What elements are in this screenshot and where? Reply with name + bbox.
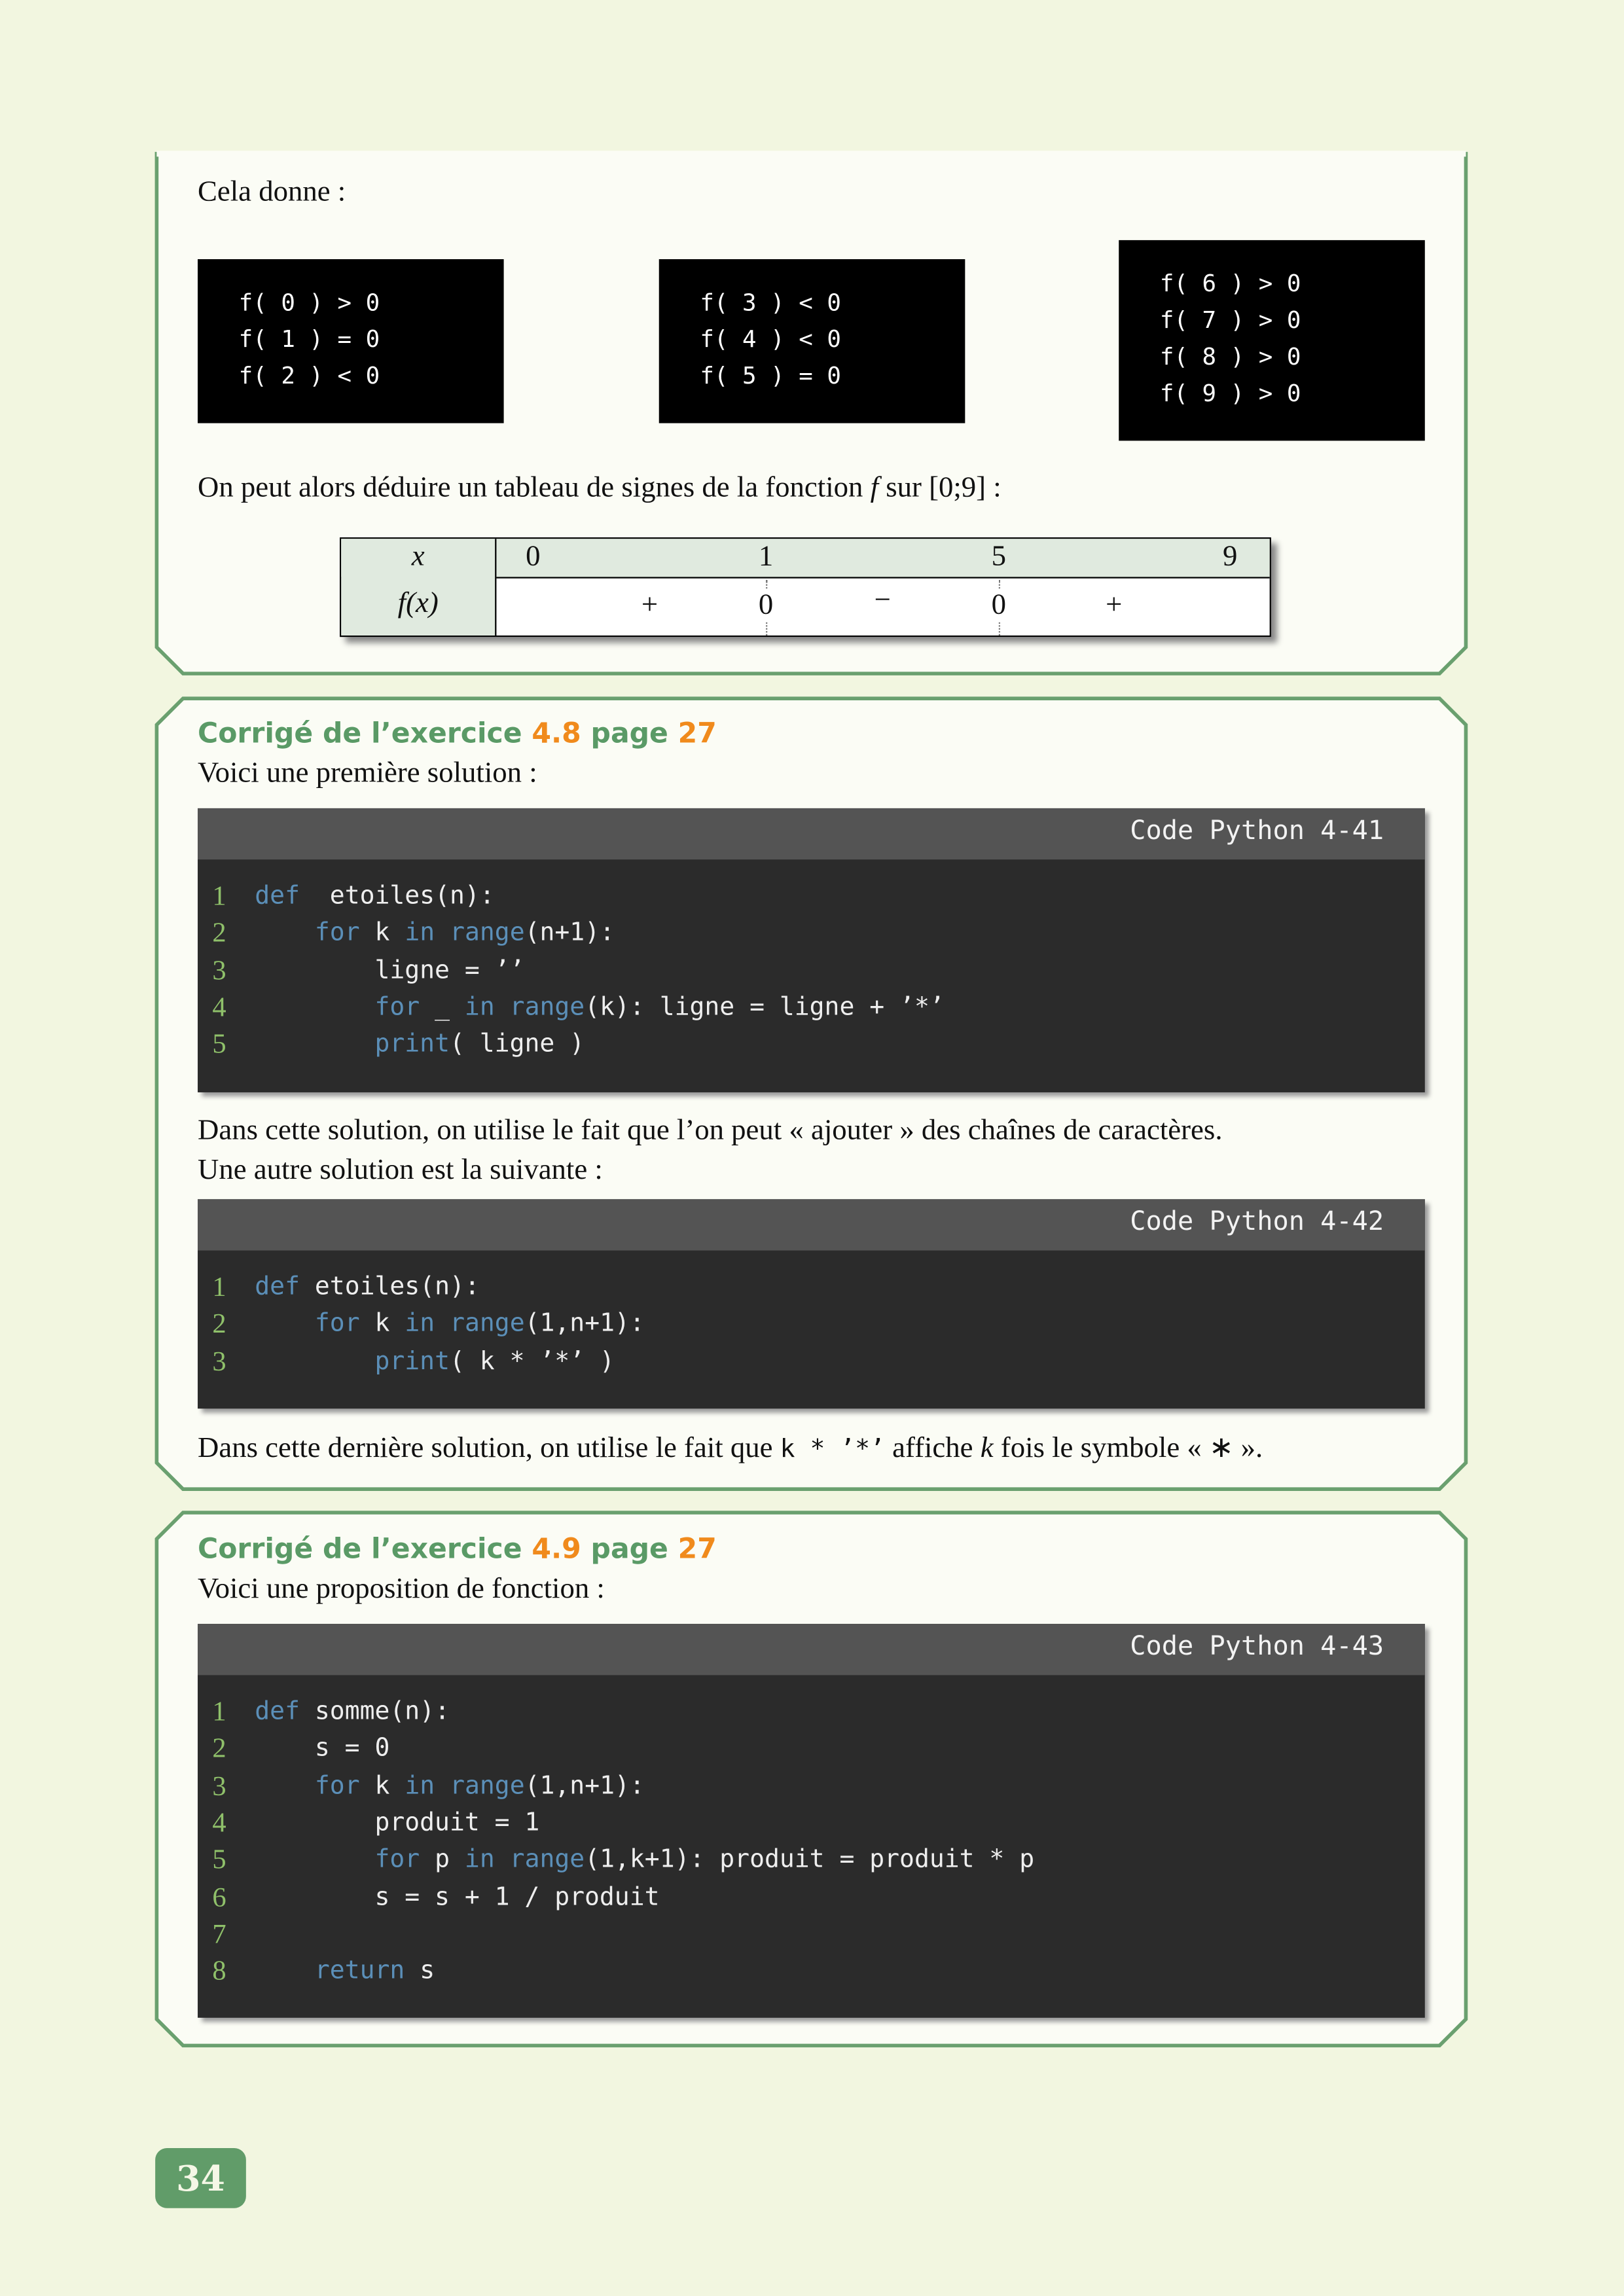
output-line: f( 9 ) > 0 [1159,379,1301,407]
page-number: 34 [155,2147,246,2208]
sign: 0 [758,588,774,622]
intro-text: Voici une première solution : [198,757,537,789]
exercise-title: Corrigé de l’exercice 4.8 page 27 [198,717,717,750]
page-link[interactable]: 27 [677,1533,717,1566]
paragraph: Dans cette dernière solution, on utilise… [198,1431,1263,1465]
x-value: 5 [991,540,1006,573]
code-text: for k in range(1,n+1): [314,1771,645,1801]
sign-table: x f(x) 0 1 5 9 + 0 − 0 + [340,537,1271,637]
code-text: def etoiles(n): [255,1272,480,1302]
code-text: s = 0 [255,1734,390,1764]
line-number: 3 [212,1771,226,1803]
sign: 0 [991,588,1006,622]
code-text: def somme(n): [255,1696,450,1727]
line-number: 1 [212,1272,226,1304]
output-line: f( 1 ) = 0 [238,325,380,353]
output-line: f( 4 ) < 0 [700,325,841,353]
output-line: f( 8 ) > 0 [1159,342,1301,371]
line-number: 1 [212,881,226,912]
code-text: def etoiles(n): [255,881,495,911]
code-text: for _ in range(k): ligne = ligne + ’*’ [374,992,945,1022]
intro-text: Voici une proposition de fonction : [198,1572,605,1605]
sign: + [641,588,659,621]
line-number: 5 [212,1030,226,1061]
output-block-3: f( 6 ) > 0 f( 7 ) > 0 f( 8 ) > 0 f( 9 ) … [1119,240,1425,441]
intro-text: Cela donne : [198,175,346,208]
fx-label: f(x) [397,587,439,620]
line-number: 3 [212,955,226,986]
x-value: 0 [526,540,541,573]
exercise-link[interactable]: 4.9 [532,1533,581,1566]
line-number: 1 [212,1696,226,1728]
code-header: Code Python 4-43 [198,1624,1425,1676]
line-number: 4 [212,992,226,1024]
exercise-link[interactable]: 4.8 [532,717,581,750]
output-line: f( 6 ) > 0 [1159,269,1301,298]
line-number: 6 [212,1882,226,1913]
output-block-1: f( 0 ) > 0 f( 1 ) = 0 f( 2 ) < 0 [198,259,504,423]
x-value: 9 [1223,540,1238,573]
line-number: 2 [212,1309,226,1340]
code-text: for k in range(n+1): [314,918,615,948]
x-label: x [411,540,425,573]
code-text: for p in range(1,k+1): produit = produit… [374,1845,1035,1875]
code-header: Code Python 4-42 [198,1199,1425,1251]
code-text: ligne = ’’ [255,955,525,985]
code-text: for k in range(1,n+1): [314,1309,645,1339]
output-line: f( 5 ) = 0 [700,361,841,390]
x-value: 1 [758,540,774,573]
output-line: f( 2 ) < 0 [238,361,380,390]
line-number: 7 [212,1919,226,1950]
page-link[interactable]: 27 [677,717,717,750]
output-line: f( 0 ) > 0 [238,288,380,317]
code-block: Code Python 4-42 1 def etoiles(n): 2 for k… [198,1199,1425,1409]
line-number: 5 [212,1845,226,1876]
code-header: Code Python 4-41 [198,808,1425,860]
line-number: 2 [212,1734,226,1765]
line-number: 3 [212,1346,226,1378]
code-text: return s [314,1956,435,1986]
sign: + [1106,588,1123,621]
output-block-2: f( 3 ) < 0 f( 4 ) < 0 f( 5 ) = 0 [659,259,965,423]
code-text: produit = 1 [255,1808,540,1838]
code-text: print( ligne ) [374,1030,585,1059]
paragraph: Dans cette solution, on utilise le fait … [198,1114,1223,1147]
paragraph: Une autre solution est la suivante : [198,1153,603,1187]
exercise-title: Corrigé de l’exercice 4.9 page 27 [198,1533,717,1566]
code-text: s = s + 1 / produit [255,1882,660,1912]
line-number: 8 [212,1956,226,1988]
line-number: 4 [212,1808,226,1839]
code-block: Code Python 4-41 1 def etoiles(n): 2 for k… [198,808,1425,1092]
line-number: 2 [212,918,226,950]
sign-table-sentence: On peut alors déduire un tableau de sign… [198,471,1001,504]
code-text: print( k * ’*’ ) [374,1346,615,1376]
output-line: f( 7 ) > 0 [1159,306,1301,334]
output-line: f( 3 ) < 0 [700,288,841,317]
sign: − [874,584,891,617]
